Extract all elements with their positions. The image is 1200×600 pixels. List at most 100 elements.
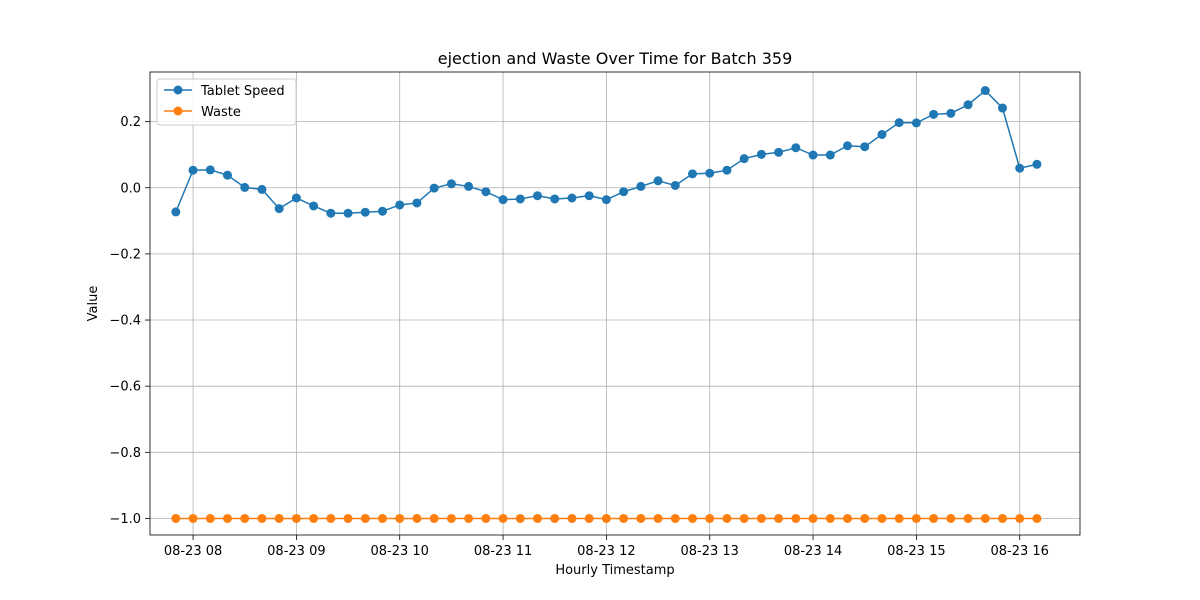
data-point-waste	[274, 513, 284, 523]
data-point-waste	[774, 513, 784, 523]
data-point-tablet-speed	[584, 191, 594, 201]
legend-label-tablet-speed: Tablet Speed	[200, 84, 285, 99]
data-point-tablet-speed	[326, 208, 336, 218]
data-point-waste	[705, 513, 715, 523]
data-point-tablet-speed	[395, 200, 405, 210]
data-point-tablet-speed	[843, 141, 852, 151]
data-point-tablet-speed	[412, 198, 422, 208]
data-point-tablet-speed	[998, 103, 1007, 113]
y-axis-label: Value	[86, 286, 101, 322]
data-point-tablet-speed	[481, 187, 491, 197]
data-point-tablet-speed	[360, 207, 370, 217]
x-tick-label: 08-23 11	[474, 544, 532, 559]
data-point-tablet-speed	[1015, 163, 1025, 173]
data-point-waste	[877, 513, 887, 523]
data-point-tablet-speed	[446, 179, 456, 189]
data-point-tablet-speed	[550, 194, 560, 204]
data-point-waste	[636, 513, 646, 523]
data-point-tablet-speed	[946, 108, 956, 118]
data-point-waste	[533, 513, 542, 523]
data-point-waste	[464, 513, 474, 523]
data-point-tablet-speed	[791, 143, 801, 153]
data-point-waste	[911, 513, 921, 523]
data-point-waste	[360, 513, 370, 523]
data-point-waste	[1015, 513, 1025, 523]
data-point-waste	[756, 513, 766, 523]
x-tick-label: 08-23 14	[784, 544, 842, 559]
legend: Tablet Speed Waste	[156, 78, 297, 126]
data-point-waste	[843, 513, 852, 523]
data-point-waste	[980, 513, 990, 523]
legend-marker-waste	[173, 106, 183, 116]
y-tick-label: −0.8	[109, 446, 141, 461]
chart-title: ejection and Waste Over Time for Batch 3…	[438, 49, 793, 68]
data-point-waste	[240, 513, 250, 523]
data-point-tablet-speed	[498, 195, 508, 205]
data-point-tablet-speed	[894, 118, 904, 128]
data-point-waste	[1032, 513, 1042, 523]
data-point-tablet-speed	[378, 206, 387, 216]
data-point-waste	[291, 513, 301, 523]
data-point-tablet-speed	[877, 130, 887, 139]
data-point-waste	[326, 513, 336, 523]
data-point-waste	[223, 513, 232, 523]
data-point-waste	[205, 513, 215, 523]
data-point-tablet-speed	[963, 100, 973, 110]
data-point-waste	[619, 513, 629, 523]
data-point-tablet-speed	[911, 118, 921, 128]
data-point-tablet-speed	[705, 168, 715, 178]
x-tick-label: 08-23 09	[267, 544, 325, 559]
data-point-waste	[825, 513, 835, 523]
data-point-waste	[791, 513, 801, 523]
data-point-tablet-speed	[653, 176, 663, 186]
series-waste	[171, 513, 1042, 523]
data-point-waste	[929, 513, 939, 523]
y-axis-ticks: −1.0 −0.8 −0.6 −0.4 −0.2 0.0 0.2	[109, 115, 150, 527]
data-point-waste	[498, 513, 508, 523]
data-point-waste	[946, 513, 956, 523]
x-tick-label: 08-23 12	[577, 544, 635, 559]
data-point-tablet-speed	[619, 187, 629, 197]
data-point-waste	[670, 513, 680, 523]
data-point-waste	[998, 513, 1007, 523]
x-tick-label: 08-23 10	[370, 544, 428, 559]
data-point-waste	[963, 513, 973, 523]
y-tick-label: −0.4	[109, 314, 141, 329]
data-point-tablet-speed	[188, 165, 198, 175]
data-point-waste	[515, 513, 525, 523]
data-point-waste	[257, 513, 267, 523]
y-tick-label: −1.0	[109, 512, 141, 527]
data-point-tablet-speed	[756, 149, 766, 159]
data-point-waste	[378, 513, 387, 523]
series-layer	[171, 86, 1042, 523]
data-point-waste	[653, 513, 663, 523]
data-point-tablet-speed	[1032, 159, 1042, 169]
data-point-tablet-speed	[688, 169, 697, 179]
data-point-tablet-speed	[739, 154, 749, 164]
x-tick-label: 08-23 13	[680, 544, 738, 559]
data-point-tablet-speed	[601, 195, 611, 205]
data-point-waste	[343, 513, 353, 523]
x-tick-label: 08-23 15	[887, 544, 945, 559]
data-point-waste	[584, 513, 594, 523]
data-point-waste	[567, 513, 577, 523]
data-point-tablet-speed	[223, 170, 232, 180]
data-point-waste	[412, 513, 422, 523]
data-point-waste	[601, 513, 611, 523]
data-point-waste	[722, 513, 732, 523]
data-point-tablet-speed	[464, 181, 474, 191]
data-point-tablet-speed	[825, 150, 835, 160]
data-point-tablet-speed	[722, 165, 732, 175]
data-point-tablet-speed	[515, 194, 525, 204]
x-tick-label: 08-23 16	[990, 544, 1048, 559]
y-tick-label: 0.0	[120, 181, 141, 196]
data-point-tablet-speed	[980, 86, 990, 96]
data-point-tablet-speed	[860, 142, 870, 152]
data-point-tablet-speed	[567, 193, 577, 203]
data-point-tablet-speed	[205, 165, 215, 175]
data-point-tablet-speed	[670, 180, 680, 190]
data-point-tablet-speed	[929, 109, 939, 119]
data-point-tablet-speed	[274, 204, 284, 214]
y-tick-label: −0.2	[109, 247, 141, 262]
